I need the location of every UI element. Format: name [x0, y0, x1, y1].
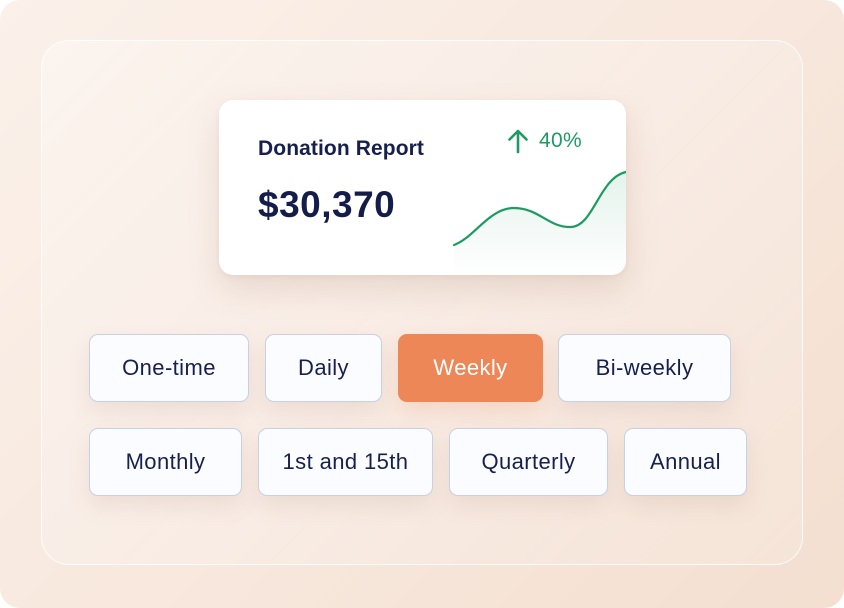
report-title: Donation Report	[258, 137, 424, 160]
trend-percentage: 40%	[539, 129, 582, 152]
sparkline-chart	[452, 170, 626, 275]
frequency-option-quarterly[interactable]: Quarterly	[449, 428, 608, 496]
frequency-option-daily[interactable]: Daily	[265, 334, 382, 402]
frequency-option-monthly[interactable]: Monthly	[89, 428, 242, 496]
arrow-up-icon	[508, 129, 528, 154]
donation-report-card: Donation Report $30,370 40%	[219, 100, 626, 275]
frequency-option-annual[interactable]: Annual	[624, 428, 747, 496]
frequency-option-bi-weekly[interactable]: Bi-weekly	[558, 334, 731, 402]
sparkline-line	[452, 170, 626, 247]
frequency-option-1st-and-15th[interactable]: 1st and 15th	[258, 428, 433, 496]
report-amount: $30,370	[258, 184, 396, 225]
trend-indicator: 40%	[507, 128, 582, 154]
sparkline-area	[454, 172, 626, 275]
frequency-option-one-time[interactable]: One-time	[89, 334, 249, 402]
frequency-option-weekly[interactable]: Weekly	[398, 334, 543, 402]
